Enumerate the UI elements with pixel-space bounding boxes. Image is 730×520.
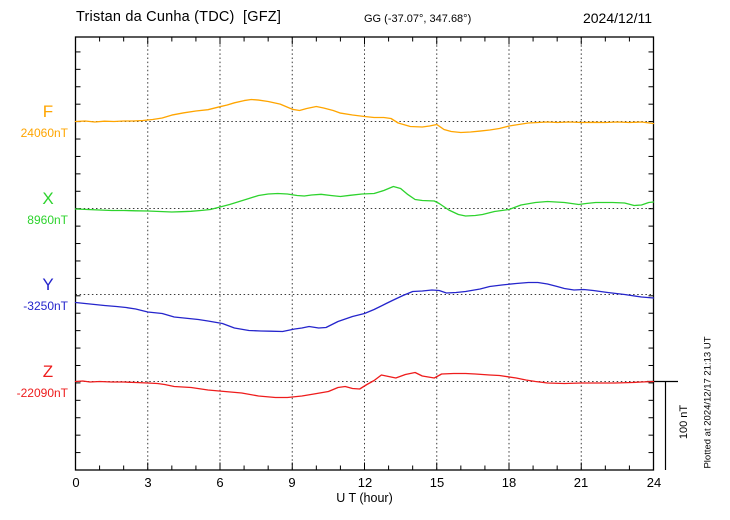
station-title: Tristan da Cunha (TDC) [GFZ] <box>76 9 282 25</box>
geographic-coordinates: GG (-37.07°, 347.68°) <box>364 13 472 25</box>
channel-label-z: Z <box>42 362 54 381</box>
channel-label-x: X <box>42 189 54 208</box>
x-tick-21: 21 <box>573 475 589 490</box>
baseline-value-z: -22090nT <box>16 386 68 400</box>
channel-label-y: Y <box>42 275 54 294</box>
x-tick-0: 0 <box>72 475 80 490</box>
x-tick-18: 18 <box>501 475 517 490</box>
x-tick-15: 15 <box>429 475 445 490</box>
x-tick-9: 9 <box>288 475 296 490</box>
channel-label-f: F <box>42 102 54 121</box>
x-tick-3: 3 <box>144 475 152 490</box>
observation-date: 2024/12/11 <box>582 10 652 26</box>
baseline-value-x: 8960nT <box>27 213 68 227</box>
x-tick-12: 12 <box>357 475 373 490</box>
scale-bar-label: 100 nT <box>678 404 690 440</box>
baseline-value-y: -3250nT <box>23 299 68 313</box>
x-tick-24: 24 <box>646 475 662 490</box>
x-tick-6: 6 <box>216 475 224 490</box>
baseline-value-f: 24060nT <box>20 126 68 140</box>
x-axis-label: U T (hour) <box>336 491 393 505</box>
plotted-at-note: Plotted at 2024/12/17 21:13 UT <box>702 336 714 469</box>
